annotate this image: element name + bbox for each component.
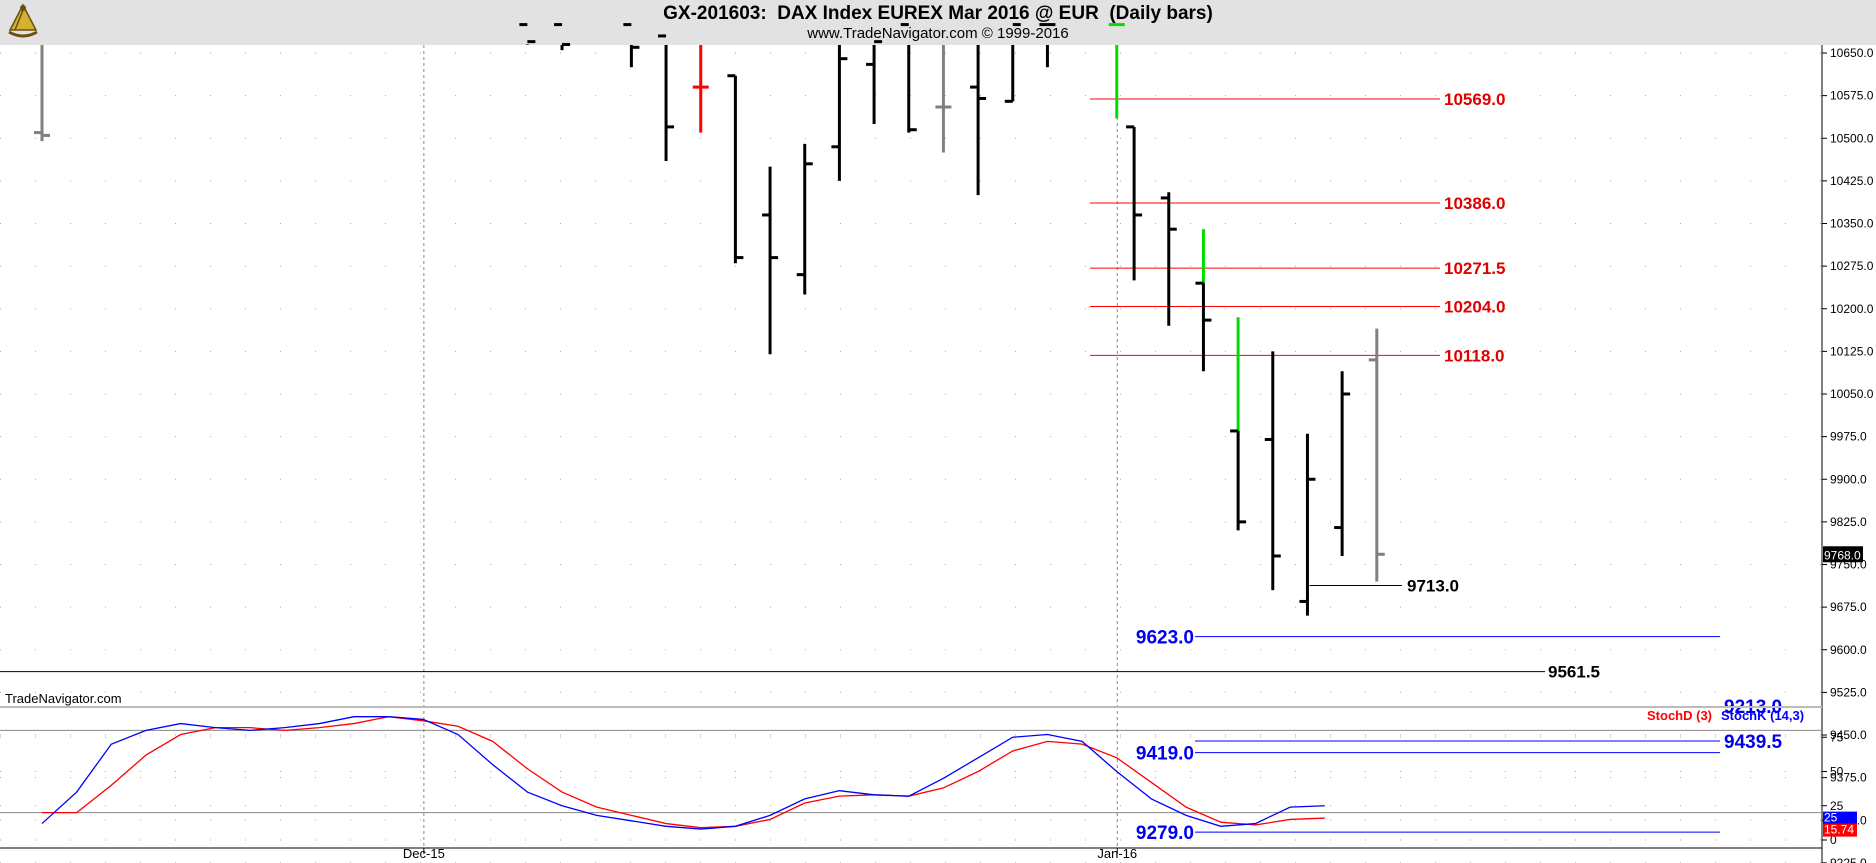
resistance-label: 10386.0 <box>1444 194 1505 213</box>
stoch-tick-label: 50 <box>1830 765 1844 779</box>
price-tick-label: 10350.0 <box>1830 217 1874 231</box>
stoch-d-legend: StochD (3) <box>1647 708 1712 723</box>
price-tick-label: 9825.0 <box>1830 515 1867 529</box>
ohlc-bar <box>762 166 779 355</box>
watermark: TradeNavigator.com <box>5 691 122 706</box>
ohlc-bar <box>1126 125 1143 281</box>
resistance-label: 10118.0 <box>1444 346 1505 365</box>
price-tick-label: 9675.0 <box>1830 600 1867 614</box>
price-tick-label: 10275.0 <box>1830 259 1874 273</box>
ohlc-bar <box>1160 192 1177 326</box>
price-tick-label: 10575.0 <box>1830 89 1874 103</box>
price-tick-label: 9375.0 <box>1830 771 1867 785</box>
ohlc-bar <box>658 34 675 161</box>
price-tick-label: 10500.0 <box>1830 131 1874 145</box>
price-tick-label: 9525.0 <box>1830 685 1867 699</box>
chart-subtitle: www.TradeNavigator.com © 1999-2016 <box>807 25 1069 42</box>
price-tick-label: 9225.0 <box>1830 856 1867 863</box>
ohlc-bar <box>1230 317 1247 531</box>
ohlc-bar <box>970 45 987 196</box>
ohlc-bar <box>1039 23 1056 68</box>
ohlc-bar <box>554 23 571 51</box>
resistance-label: 10204.0 <box>1444 297 1505 316</box>
price-axis: 10650.0 10575.0 10500.0 10425.0 10350.0 10275… <box>0 45 1874 863</box>
ohlc-bar <box>1195 229 1212 372</box>
level-layer: 10569.0 10386.0 10271.5 10204.0 10118.0 9623.… <box>0 90 1783 844</box>
ohlc-bar <box>727 74 744 264</box>
price-tick-label: 10125.0 <box>1830 344 1874 358</box>
ohlc-bar <box>1004 23 1021 103</box>
price-tick-label: 10050.0 <box>1830 387 1874 401</box>
date-label: Jan-16 <box>1097 846 1137 861</box>
last-price-label: 9768.0 <box>1824 548 1861 562</box>
price-bars <box>34 23 1385 616</box>
last-price-box <box>1823 546 1863 563</box>
ohlc-bar <box>34 45 50 142</box>
support-label: 9623.0 <box>1136 628 1194 649</box>
ohlc-bar <box>1299 433 1316 616</box>
chart-header <box>0 0 1876 45</box>
sextant-logo-icon[interactable] <box>3 2 43 42</box>
ohlc-bar <box>1334 371 1351 556</box>
support-label: 9279.0 <box>1136 823 1194 844</box>
support-label-extra: 9439.5 <box>1724 732 1783 753</box>
stoch-k-value-box <box>1823 811 1857 825</box>
stoch-k-value: 25 <box>1824 811 1838 825</box>
resistance-label: 10271.5 <box>1444 259 1505 278</box>
ohlc-bar <box>831 45 848 181</box>
date-label: Dec-15 <box>403 846 445 861</box>
ohlc-bar <box>935 45 952 153</box>
ohlc-bar <box>519 23 536 45</box>
stoch-tick-label: 0 <box>1830 833 1837 847</box>
resistance-label: 10569.0 <box>1444 90 1505 109</box>
price-tick-label: 10425.0 <box>1830 174 1874 188</box>
price-tick-label: 9975.0 <box>1830 430 1867 444</box>
price-tick-label: 9900.0 <box>1830 472 1867 486</box>
horizontal-line-label: 9561.5 <box>1548 663 1600 682</box>
stoch-tick-label: 25 <box>1830 799 1844 813</box>
ohlc-bar <box>1368 328 1385 582</box>
support-label: 9419.0 <box>1136 744 1194 765</box>
stoch-k-line <box>41 716 1325 830</box>
price-tick-label: 10650.0 <box>1830 46 1874 60</box>
low-marker-label: 9713.0 <box>1407 577 1459 596</box>
ohlc-bar <box>866 40 883 125</box>
price-tick-label: 9450.0 <box>1830 728 1867 742</box>
stoch-tick-label: 75 <box>1830 730 1844 744</box>
price-tick-label: 10200.0 <box>1830 302 1874 316</box>
ohlc-bar <box>1108 23 1125 119</box>
stoch-d-line <box>42 716 1325 829</box>
ohlc-bar <box>900 23 917 133</box>
grid-layer <box>0 45 1822 863</box>
stoch-d-value: 15.74 <box>1824 823 1854 837</box>
ohlc-bar <box>623 23 640 68</box>
ohlc-bar <box>1264 351 1281 591</box>
ohlc-bar <box>692 45 709 133</box>
stoch-d-value-box <box>1823 823 1857 837</box>
stoch-k-legend: StochK (14,3) <box>1721 708 1804 723</box>
price-tick-label: 9600.0 <box>1830 643 1867 657</box>
chart-title: GX-201603: DAX Index EUREX Mar 2016 @ EU… <box>663 3 1213 24</box>
ohlc-bar <box>796 143 813 295</box>
